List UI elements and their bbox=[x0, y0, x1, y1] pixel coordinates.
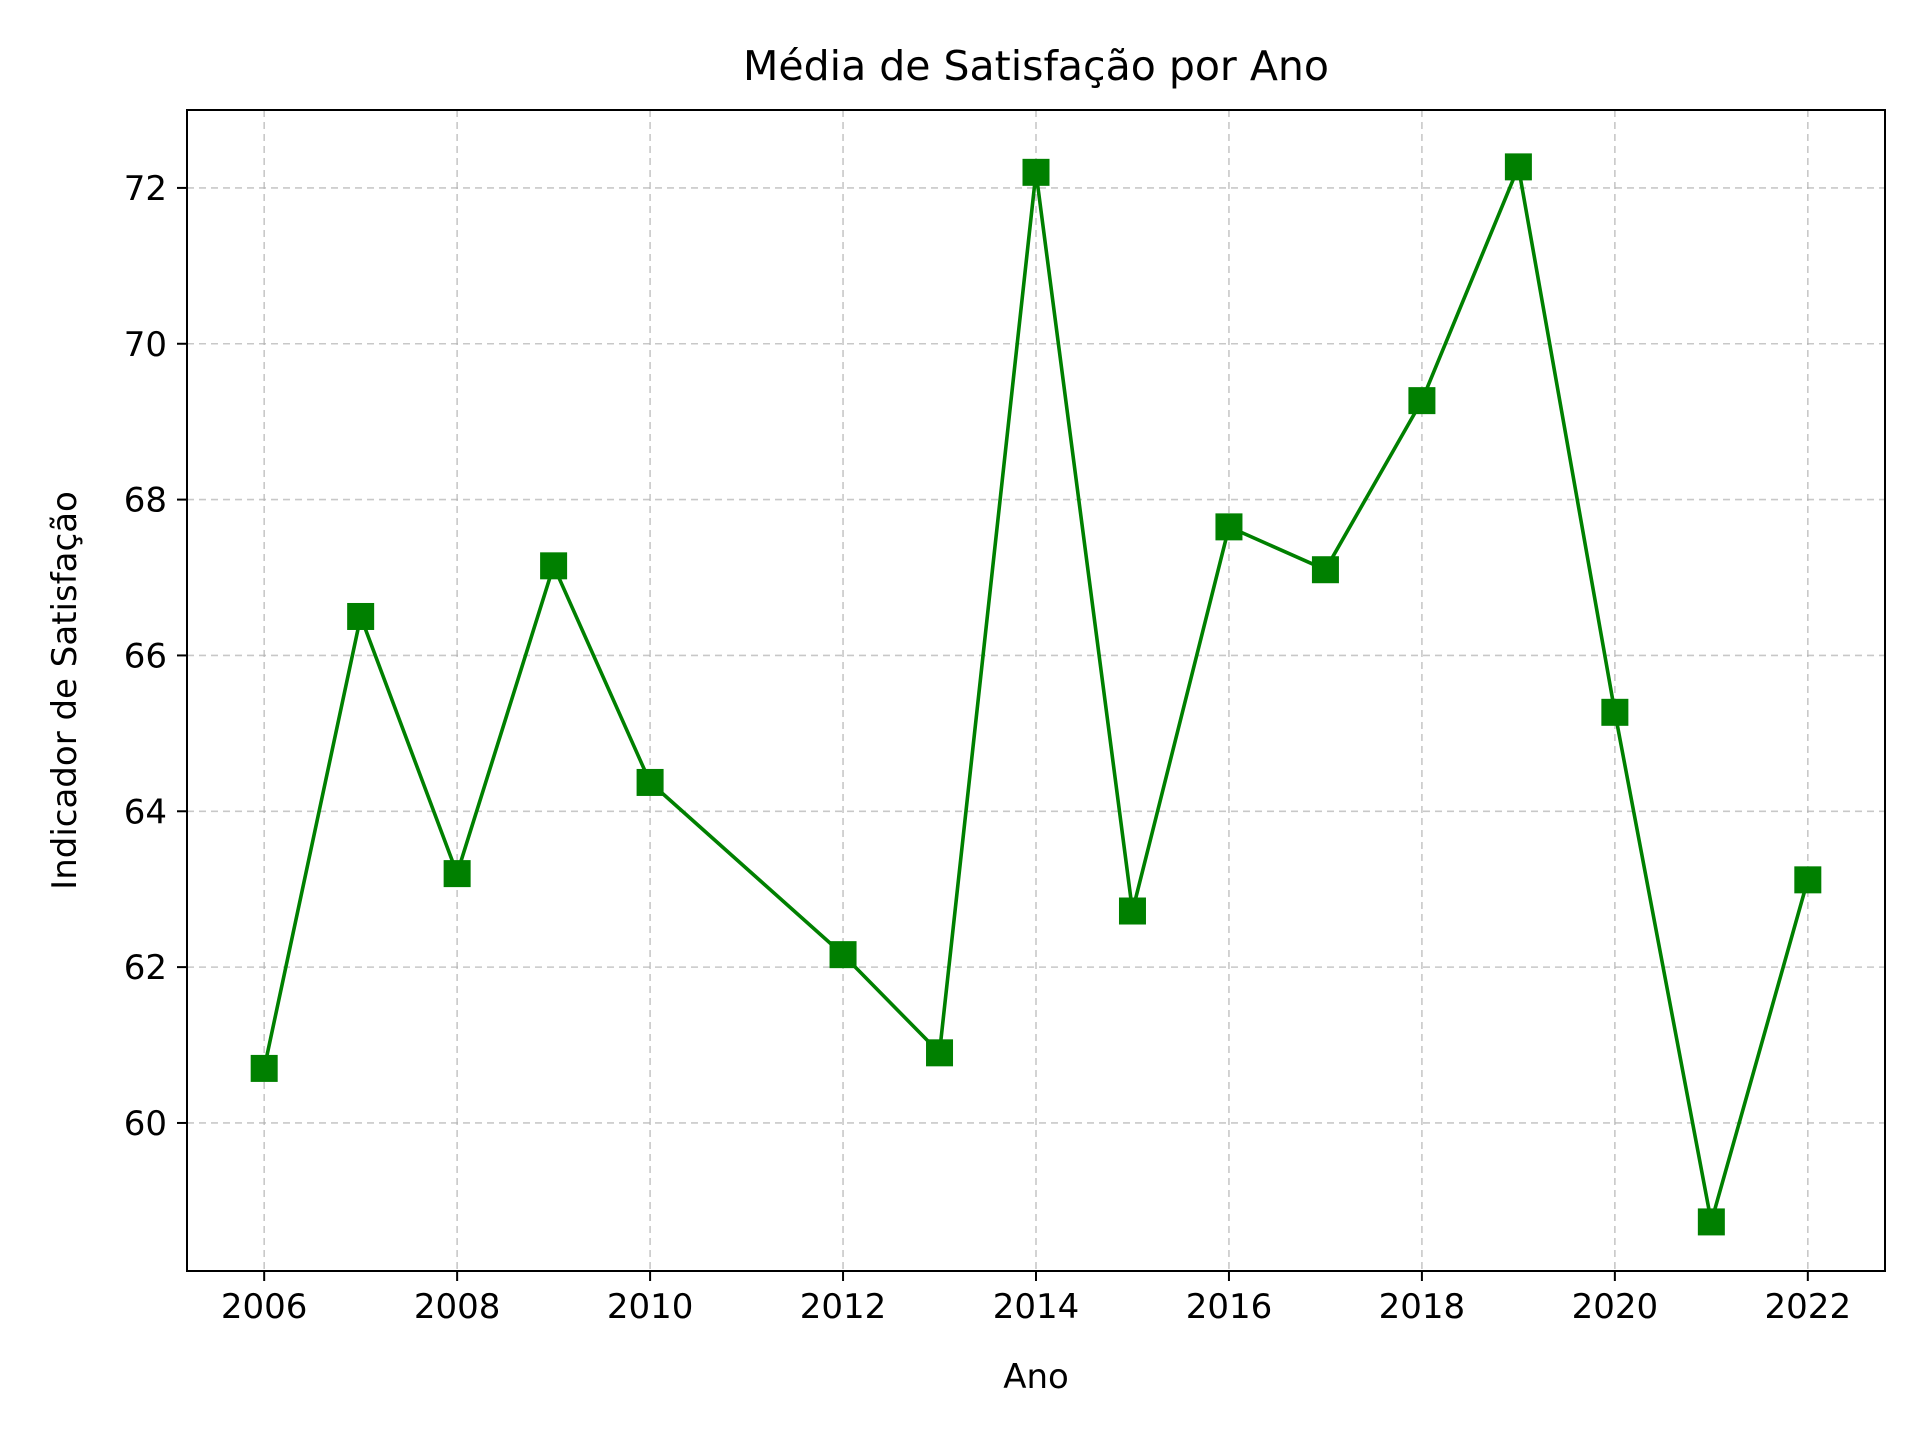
data-point-marker bbox=[1311, 556, 1339, 584]
data-point-marker bbox=[1215, 513, 1243, 541]
data-point-marker bbox=[1697, 1208, 1725, 1236]
x-axis-ticks: 2006 2008 2010 2012 2014 2016 2018 2020 2022 bbox=[221, 1271, 1851, 1327]
data-point-marker bbox=[1794, 866, 1822, 894]
data-point-marker bbox=[1601, 698, 1629, 726]
y-axis-ticks: 60 62 64 66 68 70 72 bbox=[124, 169, 187, 1144]
data-point-marker bbox=[1118, 897, 1146, 925]
x-tick-label: 2020 bbox=[1572, 1287, 1659, 1327]
y-tick-label: 68 bbox=[124, 481, 167, 521]
data-point-marker bbox=[636, 768, 664, 796]
y-tick-label: 72 bbox=[124, 169, 167, 209]
x-tick-label: 2012 bbox=[800, 1287, 887, 1327]
x-tick-label: 2006 bbox=[221, 1287, 308, 1327]
data-point-marker bbox=[926, 1039, 954, 1067]
x-tick-label: 2008 bbox=[414, 1287, 501, 1327]
y-tick-label: 70 bbox=[124, 325, 167, 365]
x-tick-label: 2022 bbox=[1765, 1287, 1852, 1327]
data-point-marker bbox=[250, 1054, 278, 1082]
x-tick-label: 2010 bbox=[607, 1287, 694, 1327]
data-series bbox=[250, 153, 1822, 1236]
y-tick-label: 66 bbox=[124, 636, 167, 676]
chart-title: Média de Satisfação por Ano bbox=[743, 42, 1329, 90]
y-axis-label: Indicador de Satisfação bbox=[45, 491, 85, 890]
y-tick-label: 64 bbox=[124, 792, 167, 832]
y-tick-label: 60 bbox=[124, 1104, 167, 1144]
data-point-marker bbox=[347, 602, 375, 630]
data-point-marker bbox=[1504, 153, 1532, 181]
series-line bbox=[262, 165, 1810, 1224]
data-point-marker bbox=[443, 860, 471, 888]
x-axis-label: Ano bbox=[1003, 1357, 1069, 1397]
data-point-marker bbox=[829, 941, 857, 969]
data-point-marker bbox=[1408, 387, 1436, 415]
x-tick-label: 2018 bbox=[1379, 1287, 1466, 1327]
grid-lines bbox=[187, 110, 1885, 1271]
data-point-marker bbox=[540, 552, 568, 580]
x-tick-label: 2014 bbox=[993, 1287, 1080, 1327]
y-tick-label: 62 bbox=[124, 948, 167, 988]
x-tick-label: 2016 bbox=[1186, 1287, 1273, 1327]
data-point-marker bbox=[1022, 158, 1050, 186]
